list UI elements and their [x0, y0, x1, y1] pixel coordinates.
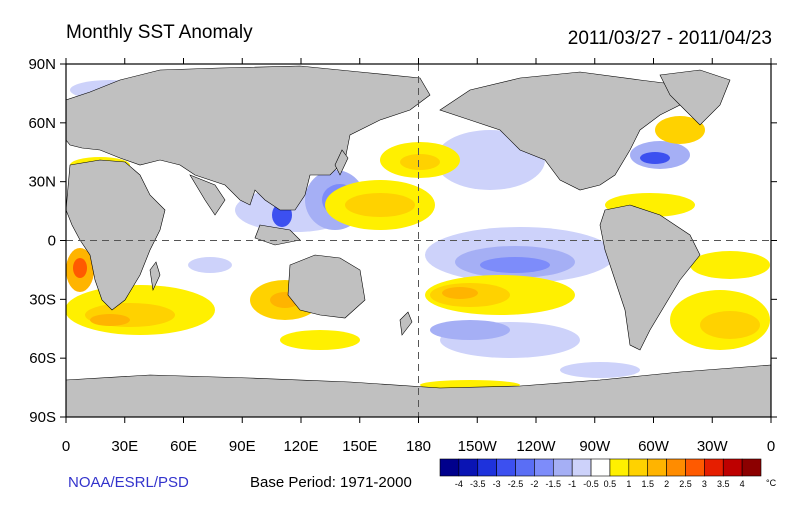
colorbar-label: -0.5: [583, 479, 599, 489]
colorbar-swatch: [552, 458, 573, 477]
colorbar-label: 4: [740, 479, 745, 489]
colorbar-label: 1: [626, 479, 631, 489]
lon-tick-label: 30W: [697, 438, 729, 455]
colorbar-swatch: [685, 458, 705, 477]
lon-tick-label: 180: [406, 438, 431, 455]
colorbar: -4 -3.5 -3 -2.5 -2 -1.5 -1 -0.5 0.5 1 1.5 2 2.5 3 3.5 4: [439, 458, 762, 489]
colorbar-label: 1.5: [641, 479, 654, 489]
colorbar-swatch: [458, 458, 479, 477]
colorbar-label: -2.5: [508, 479, 524, 489]
new-zealand-landmass: [399, 311, 413, 336]
lon-tick-label: 150W: [458, 438, 498, 455]
greenland-landmass: [659, 69, 731, 126]
date-range: 2011/03/27 - 2011/04/23: [567, 28, 772, 49]
colorbar-swatch: [477, 458, 497, 477]
colorbar-label: -2: [530, 479, 538, 489]
colorbar-label: 3: [702, 479, 707, 489]
madagascar-landmass: [149, 261, 161, 292]
africa-landmass: [66, 159, 166, 311]
colorbar-swatch: [722, 458, 743, 477]
colorbar-swatch: [704, 458, 724, 477]
lon-tick-label: 120E: [283, 438, 318, 455]
credit-label: NOAA/ESRL/PSD: [68, 474, 189, 491]
japan-landmass: [334, 149, 349, 176]
lon-tick-label: 90W: [579, 438, 611, 455]
lat-tick-label: 30N: [28, 174, 56, 191]
colorbar-label: -3: [493, 479, 501, 489]
colorbar-label: 2.5: [679, 479, 692, 489]
lon-tick-label: 90E: [229, 438, 256, 455]
lat-tick-label: 30S: [29, 291, 56, 308]
map-title: Monthly SST Anomaly: [66, 22, 253, 43]
lat-tick-label: 90S: [29, 409, 56, 426]
colorbar-swatch: [439, 458, 460, 477]
north-america-landmass: [439, 71, 691, 191]
land-layer: [66, 65, 771, 417]
colorbar-swatch: [666, 458, 686, 477]
eurasia-landmass: [66, 65, 431, 211]
colorbar-label: -1: [568, 479, 576, 489]
lon-tick-label: 60E: [170, 438, 197, 455]
lon-tick-label: 0: [767, 438, 775, 455]
lon-tick-label: 30E: [111, 438, 138, 455]
colorbar-swatch: [515, 458, 535, 477]
colorbar-label: -1.5: [546, 479, 562, 489]
colorbar-swatch: [590, 458, 611, 477]
lon-tick-label: 0: [62, 438, 70, 455]
lon-tick-label: 150E: [342, 438, 377, 455]
lat-tick-label: 0: [48, 233, 56, 250]
colorbar-swatch: [628, 458, 649, 477]
base-period-label: Base Period: 1971-2000: [250, 474, 412, 491]
australia-landmass: [287, 254, 366, 319]
colorbar-swatch: [534, 458, 554, 477]
colorbar-swatch: [609, 458, 630, 477]
lon-tick-label: 60W: [638, 438, 670, 455]
south-america-landmass: [599, 204, 701, 351]
colorbar-label: 0.5: [604, 479, 617, 489]
colorbar-swatch: [571, 458, 592, 477]
colorbar-label: -3.5: [470, 479, 486, 489]
lon-tick-label: 120W: [516, 438, 556, 455]
colorbar-unit: °C: [766, 478, 777, 488]
latitude-axis: 90N 60N 30N 0 30S 60S 90S: [28, 56, 777, 426]
colorbar-label: 2: [664, 479, 669, 489]
colorbar-swatch: [496, 458, 516, 477]
lat-tick-label: 60N: [28, 115, 56, 132]
india-landmass: [189, 174, 226, 216]
warm-anomaly-layer: [66, 94, 770, 390]
lat-tick-label: 90N: [28, 56, 56, 73]
colorbar-label: 3.5: [717, 479, 730, 489]
colorbar-swatch: [647, 458, 667, 477]
colorbar-label: -4: [455, 479, 463, 489]
lat-tick-label: 60S: [29, 350, 56, 367]
colorbar-swatch: [741, 458, 762, 477]
longitude-axis: 0 30E 60E 90E 120E 150E 180 150W 120W 90W 60W 30W 0: [62, 58, 775, 455]
